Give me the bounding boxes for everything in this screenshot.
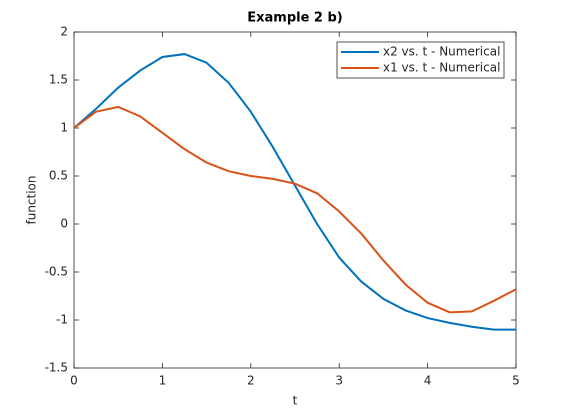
x-tick-label: 5 [512,374,520,388]
y-tick-label: 1 [60,121,68,135]
x-axis-label: t [293,394,298,408]
y-tick-label: -1 [56,313,68,327]
y-tick-label: 0 [60,217,68,231]
x-tick-label: 1 [159,374,167,388]
y-tick-label: 0.5 [49,169,68,183]
x-tick-label: 4 [424,374,432,388]
y-tick-label: 1.5 [49,73,68,87]
legend-box [336,41,505,79]
x-tick-label: 3 [335,374,343,388]
data-line [73,53,516,331]
y-tick-label: -1.5 [45,361,68,375]
chart-title: Example 2 b) [247,11,343,26]
y-axis-label: function [25,175,39,224]
legend-label: x1 vs. t - Numerical [383,61,500,75]
y-tick-label: -0.5 [45,265,68,279]
x-tick-label: 2 [247,374,255,388]
legend-label: x2 vs. t - Numerical [383,45,500,59]
plot-area [73,31,517,369]
y-tick-label: 2 [60,25,68,39]
x-tick-label: 0 [70,374,78,388]
data-line [73,105,517,314]
